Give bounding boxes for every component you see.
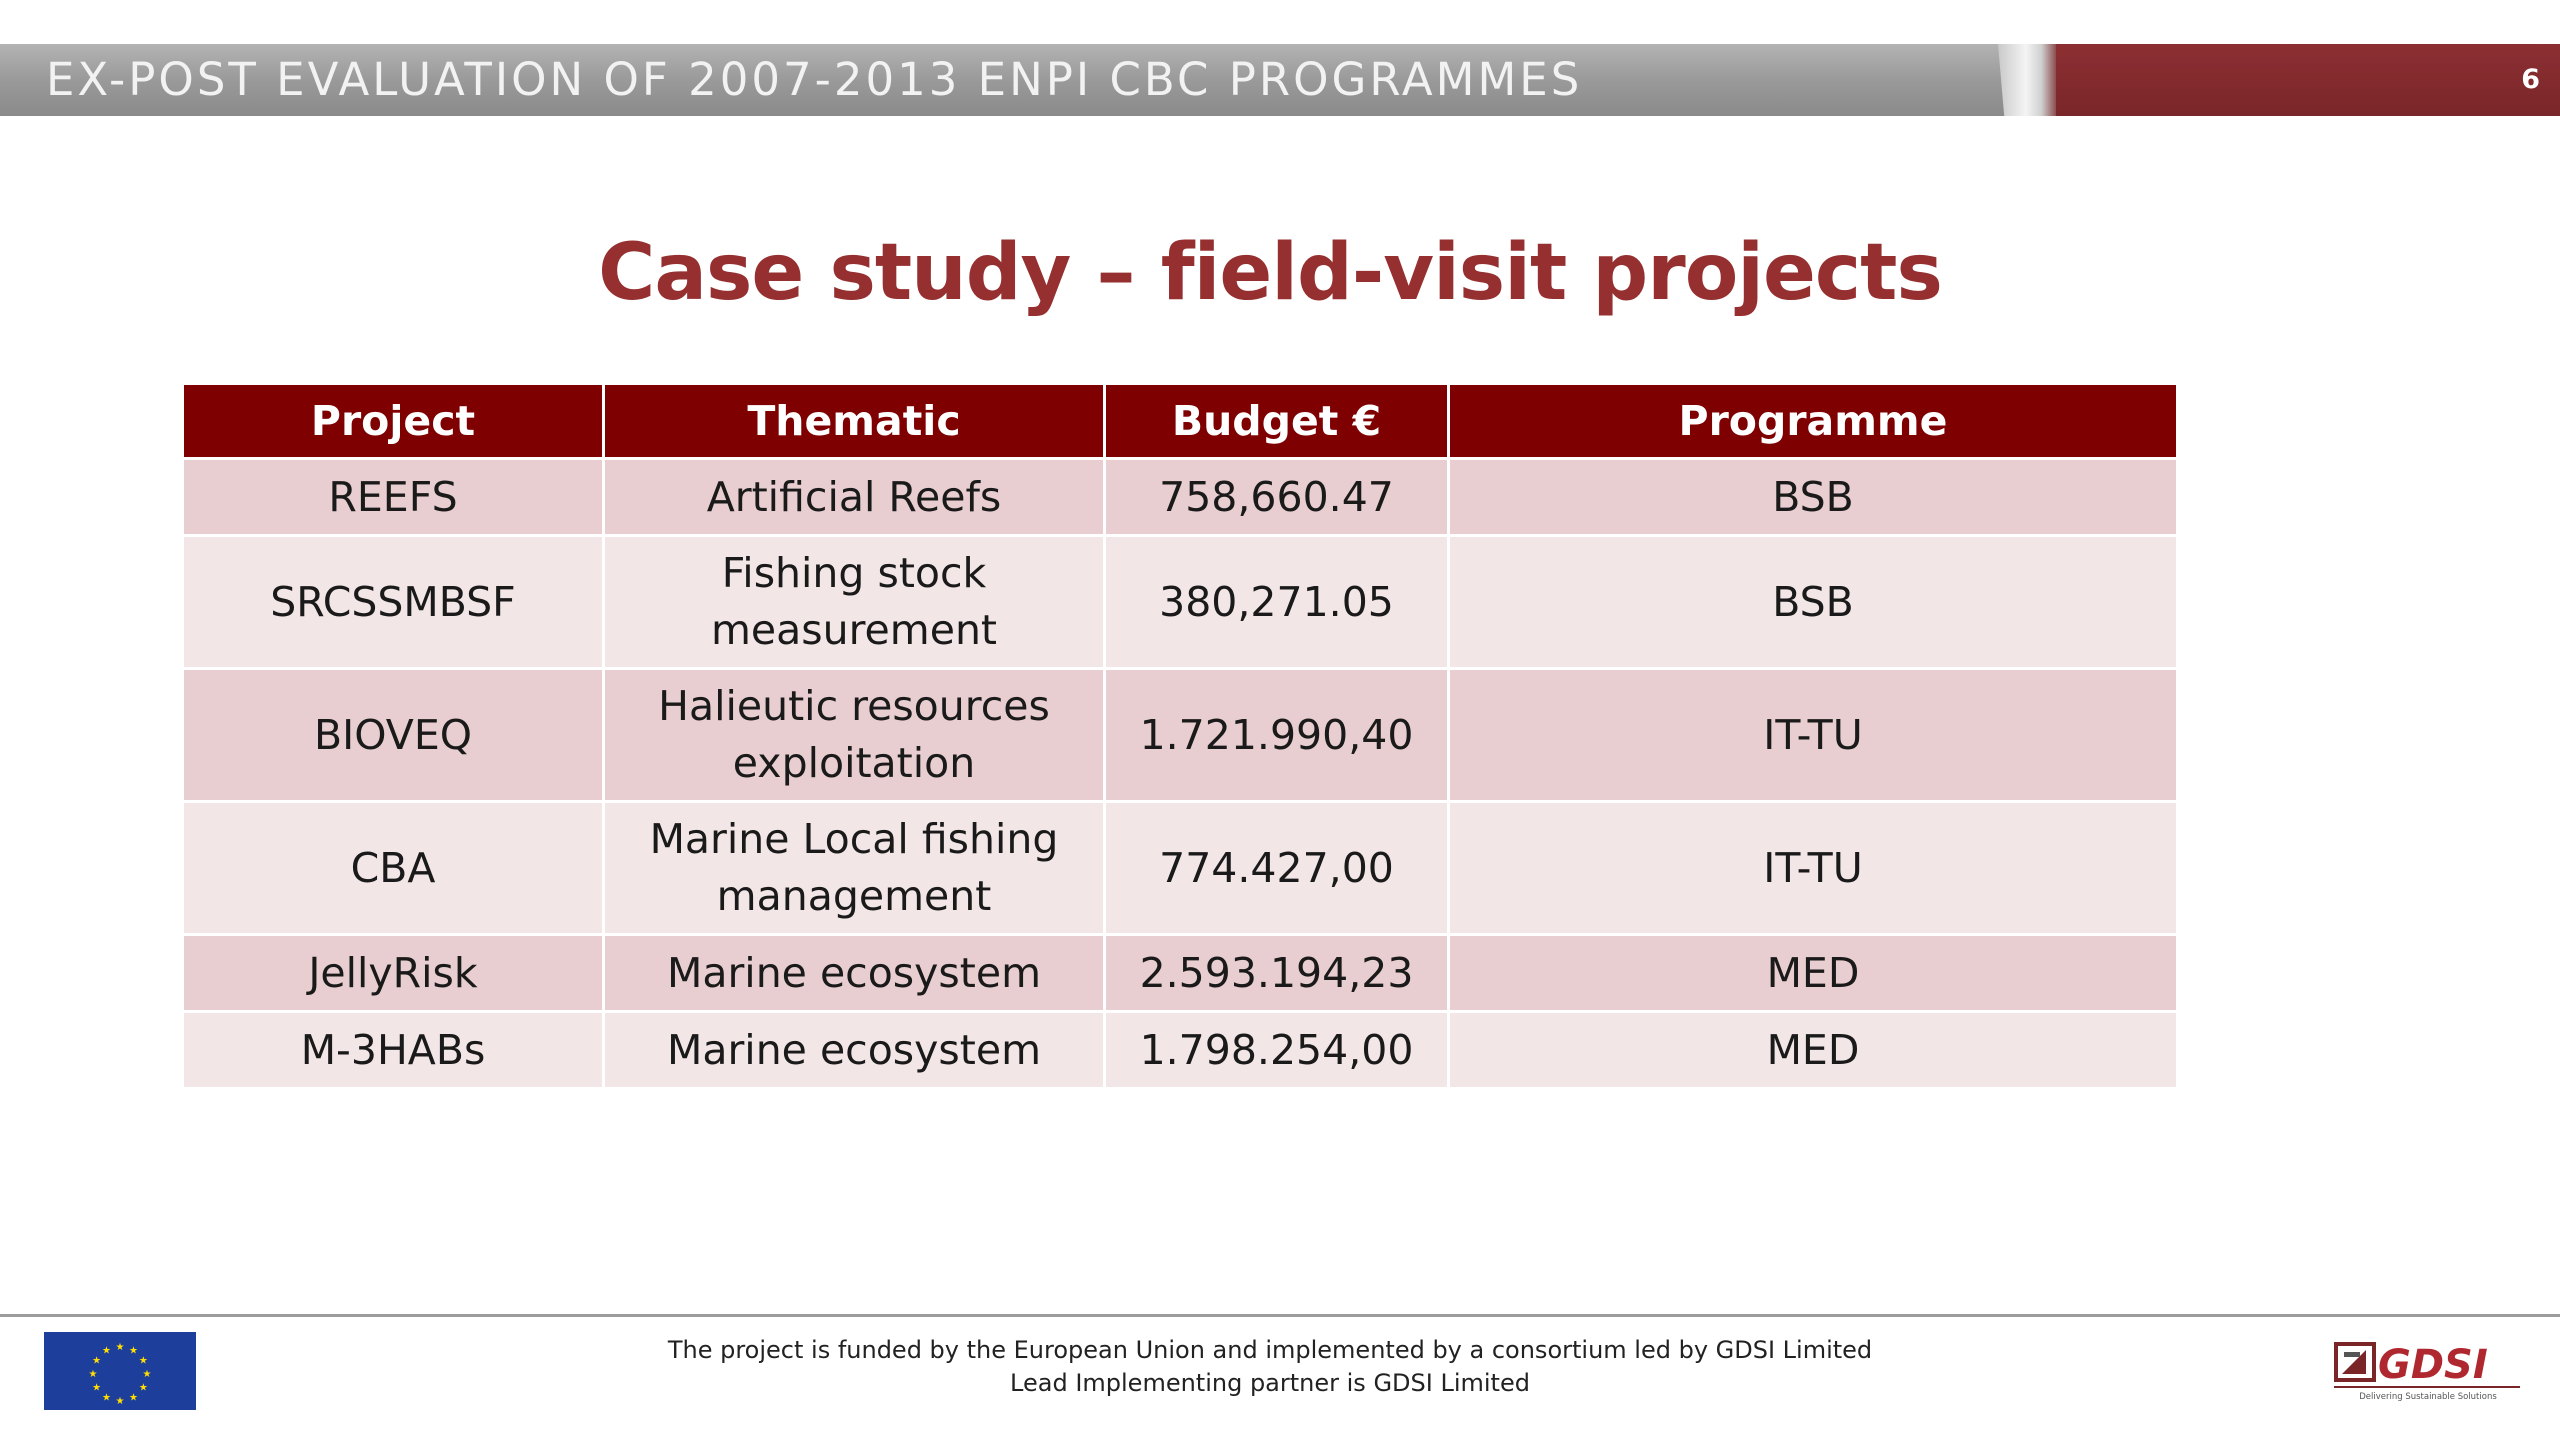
svg-text:★: ★ — [139, 1356, 148, 1367]
svg-text:★: ★ — [139, 1383, 148, 1394]
header-fold-decoration — [1998, 44, 2060, 116]
eu-flag-icon: ★ ★ ★ ★ ★ ★ ★ ★ ★ ★ ★ ★ — [44, 1332, 196, 1410]
page-number: 6 — [2521, 64, 2540, 95]
cell-thematic: Halieutic resources exploitation — [602, 667, 1106, 803]
cell-budget: 774.427,00 — [1103, 800, 1450, 936]
cell-thematic-line-1: Marine Local fishing — [649, 815, 1059, 863]
cell-budget: 1.798.254,00 — [1103, 1010, 1450, 1090]
svg-text:★: ★ — [92, 1356, 101, 1367]
cell-programme: IT-TU — [1447, 667, 2179, 803]
slide-title: Case study – field-visit projects — [598, 228, 1943, 318]
header-accent-bar — [2056, 44, 2560, 116]
table-row: REEFS Artificial Reefs 758,660.47 BSB — [181, 457, 2179, 537]
cell-programme: IT-TU — [1447, 800, 2179, 936]
cell-thematic: Marine ecosystem — [602, 1010, 1106, 1090]
column-header-thematic: Thematic — [602, 382, 1106, 460]
svg-text:★: ★ — [89, 1369, 98, 1380]
cell-thematic-line-2: management — [716, 872, 992, 920]
table-row: CBA Marine Local fishing management 774.… — [181, 800, 2179, 936]
cell-budget: 380,271.05 — [1103, 534, 1450, 670]
gdsi-logo-tagline: Delivering Sustainable Solutions — [2359, 1392, 2497, 1402]
cell-project: SRCSSMBSF — [181, 534, 605, 670]
cell-thematic-line-2: exploitation — [732, 739, 976, 787]
cell-thematic-line-1: Fishing stock — [721, 549, 987, 597]
gdsi-logo: GDSI Delivering Sustainable Solutions — [2332, 1336, 2522, 1404]
svg-text:★: ★ — [92, 1383, 101, 1394]
cell-thematic-line-1: Halieutic resources — [658, 682, 1050, 730]
footer-divider — [0, 1314, 2560, 1317]
cell-budget: 1.721.990,40 — [1103, 667, 1450, 803]
cell-budget: 758,660.47 — [1103, 457, 1450, 537]
cell-project: CBA — [181, 800, 605, 936]
svg-text:★: ★ — [116, 1396, 125, 1407]
gdsi-logo-graphic: GDSI Delivering Sustainable Solutions — [2334, 1342, 2520, 1402]
cell-budget: 2.593.194,23 — [1103, 933, 1450, 1013]
cell-programme: MED — [1447, 1010, 2179, 1090]
column-header-budget: Budget € — [1103, 382, 1450, 460]
eu-flag-stars: ★ ★ ★ ★ ★ ★ ★ ★ ★ ★ ★ ★ — [44, 1332, 196, 1410]
table-row: SRCSSMBSF Fishing stock measurement 380,… — [181, 534, 2179, 670]
svg-text:★: ★ — [102, 1392, 111, 1403]
column-header-project: Project — [181, 382, 605, 460]
footer-line-1: The project is funded by the European Un… — [667, 1336, 1873, 1364]
cell-project: BIOVEQ — [181, 667, 605, 803]
gdsi-logo-text: GDSI — [2378, 1342, 2488, 1388]
svg-text:★: ★ — [129, 1392, 138, 1403]
footer-funding-text: The project is funded by the European Un… — [480, 1334, 2060, 1400]
cell-thematic-line-2: measurement — [710, 606, 998, 654]
table-row: BIOVEQ Halieutic resources exploitation … — [181, 667, 2179, 803]
cell-project: M-3HABs — [181, 1010, 605, 1090]
projects-table: Project Thematic Budget € Programme REEF… — [181, 382, 2179, 1090]
table-row: JellyRisk Marine ecosystem 2.593.194,23 … — [181, 933, 2179, 1013]
cell-thematic: Fishing stock measurement — [602, 534, 1106, 670]
column-header-programme: Programme — [1447, 382, 2179, 460]
header-title: EX-POST EVALUATION OF 2007-2013 ENPI CBC… — [46, 53, 1583, 106]
table-row: M-3HABs Marine ecosystem 1.798.254,00 ME… — [181, 1010, 2179, 1090]
cell-thematic: Marine Local fishing management — [602, 800, 1106, 936]
cell-thematic: Marine ecosystem — [602, 933, 1106, 1013]
cell-project: JellyRisk — [181, 933, 605, 1013]
svg-text:★: ★ — [102, 1346, 111, 1357]
footer-line-2: Lead Implementing partner is GDSI Limite… — [1010, 1369, 1530, 1397]
svg-text:★: ★ — [129, 1346, 138, 1357]
cell-project: REEFS — [181, 457, 605, 537]
svg-text:★: ★ — [116, 1342, 125, 1353]
cell-programme: BSB — [1447, 534, 2179, 670]
svg-text:★: ★ — [143, 1369, 152, 1380]
cell-programme: MED — [1447, 933, 2179, 1013]
table-header-row: Project Thematic Budget € Programme — [181, 382, 2179, 460]
cell-thematic: Artificial Reefs — [602, 457, 1106, 537]
cell-programme: BSB — [1447, 457, 2179, 537]
